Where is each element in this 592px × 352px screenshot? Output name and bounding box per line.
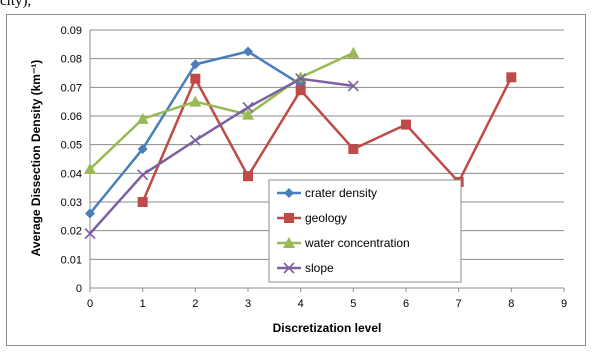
legend-item-crater-density: crater density	[277, 186, 377, 200]
x-tick-label: 8	[508, 298, 514, 310]
y-tick-label: 0.08	[61, 54, 82, 66]
data-point-geology	[243, 171, 253, 182]
data-point-slope	[295, 73, 307, 85]
cropped-caption-fragment: city),	[0, 0, 32, 9]
y-tick-label: 0.04	[61, 168, 82, 180]
legend-item-geology: geology	[277, 211, 347, 225]
series-slope	[84, 73, 359, 240]
legend-label: water concentration	[304, 236, 410, 250]
data-point-geology	[401, 119, 411, 130]
legend-box	[268, 179, 462, 283]
legend-marker	[284, 188, 294, 198]
data-point-slope	[189, 134, 201, 146]
tick-labels: 0 0.01 0.02 0.03 0.04 0.05 0.06 0.07 0.08 0.09 0 1 2…	[61, 25, 567, 310]
data-point-water-concentration	[136, 112, 149, 124]
x-tick-label: 2	[192, 298, 198, 310]
y-tick-label: 0.03	[61, 197, 82, 209]
y-tick-label: 0.05	[61, 140, 82, 152]
data-point-crater-density	[190, 59, 201, 70]
series-crater-density	[85, 46, 306, 219]
x-tick-label: 1	[140, 298, 146, 310]
x-tick-label: 3	[245, 298, 251, 310]
data-point-slope	[347, 80, 359, 92]
x-tick-label: 7	[456, 298, 462, 310]
x-tick-label: 5	[350, 298, 356, 310]
legend-marker	[283, 262, 295, 274]
data-point-geology	[506, 72, 517, 83]
legend-label: slope	[305, 261, 334, 275]
series-line-slope	[89, 77, 354, 235]
y-tick-label: 0.01	[61, 254, 82, 266]
axes	[89, 30, 565, 292]
legend-item-slope: slope	[277, 261, 334, 275]
data-point-geology	[348, 143, 359, 154]
data-point-water-concentration	[189, 95, 202, 107]
data-point-geology	[137, 197, 148, 207]
data-point-slope	[137, 169, 149, 181]
y-tick-label: 0.09	[61, 25, 82, 37]
data-point-slope	[84, 227, 96, 240]
series-water-concentration	[84, 46, 360, 175]
data-point-water-concentration	[84, 163, 96, 175]
data-point-slope	[242, 101, 254, 113]
y-tick-label: 0.06	[61, 111, 82, 123]
x-tick-label: 4	[298, 298, 304, 310]
legend-marker	[283, 237, 295, 248]
data-point-crater-density	[85, 208, 95, 219]
series-line-geology	[141, 75, 513, 203]
legend: crater density geology water concentration…	[268, 179, 462, 283]
y-tick-label: 0	[76, 283, 82, 295]
y-axis-title: Average Dissection Density (km⁻¹)	[29, 60, 43, 257]
legend-label: crater density	[305, 186, 377, 200]
x-axis-title: Discretization level	[273, 321, 382, 335]
y-tick-label: 0.02	[61, 226, 82, 238]
data-point-crater-density	[137, 143, 148, 154]
x-tick-label: 9	[561, 298, 567, 310]
data-point-water-concentration	[347, 46, 360, 58]
x-tick-label: 0	[87, 298, 93, 310]
x-tick-label: 6	[403, 298, 409, 310]
y-tick-label: 0.07	[61, 82, 82, 94]
series-line-water-concentration	[89, 51, 354, 170]
data-point-crater-density	[243, 46, 253, 57]
legend-item-water-concentration: water concentration	[277, 236, 410, 250]
data-point-geology	[295, 85, 306, 96]
legend-label: geology	[305, 211, 347, 225]
data-point-water-concentration	[242, 108, 254, 120]
legend-marker	[284, 213, 294, 223]
data-series	[84, 46, 517, 240]
data-point-geology	[190, 73, 201, 84]
